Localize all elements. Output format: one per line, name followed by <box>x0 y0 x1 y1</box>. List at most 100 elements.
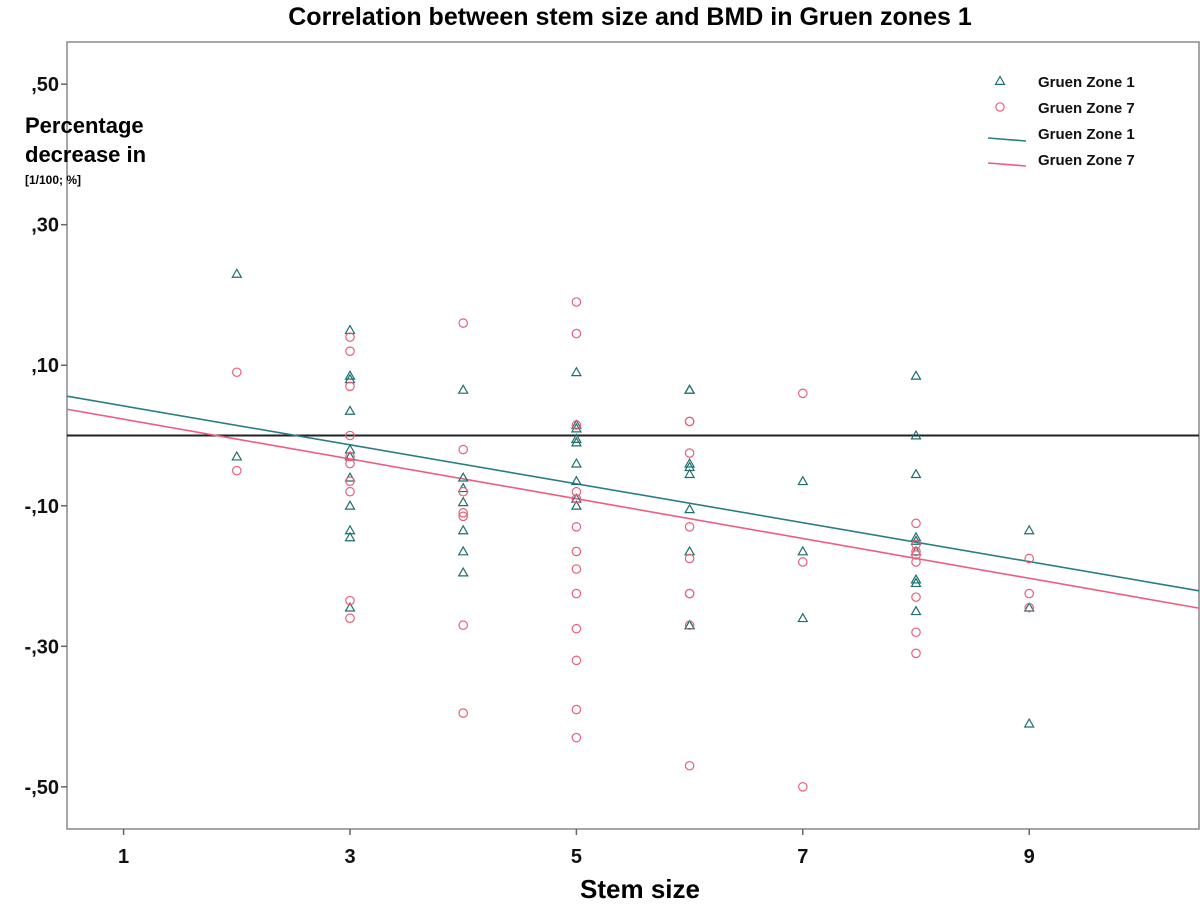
chart-title: Correlation between stem size and BMD in… <box>288 3 972 31</box>
zone-7-point <box>911 539 921 550</box>
zone-1-point <box>344 500 356 510</box>
x-axis-label: Stem size <box>580 874 700 904</box>
x-tick-label: 1 <box>118 846 129 868</box>
zone-7-point <box>571 328 582 339</box>
zone-7-point <box>684 588 695 599</box>
zone-7-point <box>684 522 695 532</box>
y-tick-label: ,10 <box>31 355 59 377</box>
zone-1-point <box>797 612 809 623</box>
zone-7-point <box>1024 553 1034 564</box>
zone-7-point <box>797 782 808 792</box>
y-tick-label: -,10 <box>25 496 59 518</box>
zone-1-point <box>684 619 696 630</box>
zone-1-point <box>797 475 809 486</box>
zone-7-point <box>911 627 921 638</box>
x-tick-label: 3 <box>344 846 355 868</box>
y-tick-label: -,50 <box>25 777 59 799</box>
zone-7-point <box>571 623 582 634</box>
zone-7-point <box>345 381 355 392</box>
zone-7-point <box>571 732 582 743</box>
zone-7-point <box>458 318 468 328</box>
regression-lines <box>66 395 1200 609</box>
zone-1-point <box>910 573 922 584</box>
zone-7-point <box>458 620 468 631</box>
zone-1-point <box>910 577 922 588</box>
fit-line-zone-1 <box>66 395 1200 592</box>
data-points <box>231 268 1035 792</box>
zone-7-point <box>797 557 808 567</box>
y-axis-unit: [1/100; %] <box>25 173 81 187</box>
zone-7-point <box>458 511 468 522</box>
legend-line-symbol <box>987 137 1027 142</box>
zone-1-point <box>684 457 696 468</box>
fit-line-zone-7 <box>66 408 1200 609</box>
zone-7-point <box>911 557 921 567</box>
zone-7-point <box>911 546 921 557</box>
zone-1-point <box>457 545 469 556</box>
zone-1-point <box>684 384 696 394</box>
zone-7-point <box>458 507 468 518</box>
y-tick-label: -,30 <box>25 636 59 658</box>
zone-7-point <box>571 564 582 574</box>
zone-7-point <box>684 416 695 427</box>
zone-7-point <box>1024 602 1034 613</box>
zone-1-point <box>570 433 582 443</box>
zone-7-point <box>571 493 582 504</box>
legend-label: Gruen Zone 7 <box>1038 152 1135 169</box>
zone-7-point <box>345 346 355 356</box>
zone-7-point <box>571 420 582 430</box>
legend-label: Gruen Zone 7 <box>1038 100 1135 117</box>
x-axis: 1 3 5 7 9 <box>118 829 1035 868</box>
zone-7-point <box>458 708 468 718</box>
zone-1-point <box>570 457 582 468</box>
zone-1-point <box>344 370 356 380</box>
zone-1-point <box>1023 524 1035 535</box>
zone-1-point <box>910 429 922 440</box>
zone-7-point <box>571 588 582 599</box>
zone-1-point <box>231 268 243 278</box>
zone-1-point <box>231 450 243 461</box>
zone-1-point <box>910 370 922 380</box>
zone-1-point <box>797 545 809 556</box>
zone-7-point <box>458 444 468 455</box>
zone-7-point <box>571 297 582 307</box>
zone-7-point <box>345 458 355 469</box>
y-axis-label: Percentage decrease in [1/100; %] <box>25 113 146 187</box>
legend-circle-symbol <box>995 102 1005 112</box>
zone-7-point <box>911 648 921 659</box>
zone-1-point <box>344 531 356 542</box>
y-axis-label-line-1: Percentage <box>25 113 144 138</box>
zone-1-point <box>344 324 356 335</box>
zone-7-point <box>911 550 921 560</box>
zone-7-point <box>911 518 921 529</box>
zone-1-point <box>570 436 582 447</box>
y-axis: ,50 ,30 ,10 -,10 -,30 -,50 <box>25 74 67 799</box>
zone-7-point <box>345 486 355 497</box>
zone-7-point <box>345 451 355 462</box>
zone-1-point <box>570 422 582 433</box>
zone-7-point <box>571 655 582 666</box>
zone-7-point <box>684 620 695 631</box>
zone-7-point <box>684 553 695 564</box>
zone-7-point <box>232 465 242 476</box>
zone-7-point <box>345 595 355 606</box>
zone-7-point <box>684 448 695 458</box>
legend-label: Gruen Zone 1 <box>1038 126 1135 143</box>
y-axis-label-line-2: decrease in <box>25 142 146 167</box>
zone-7-point <box>571 522 582 532</box>
zone-1-point <box>1023 717 1035 728</box>
zone-7-point <box>571 546 582 557</box>
zone-1-point <box>457 384 469 394</box>
zone-1-point <box>570 475 582 486</box>
zone-7-point <box>458 486 468 497</box>
zone-1-point <box>684 503 696 514</box>
zone-7-point <box>345 430 355 441</box>
x-tick-label: 9 <box>1024 846 1035 868</box>
zone-7-point <box>345 476 355 486</box>
zone-1-point <box>684 545 696 556</box>
zone-1-point <box>910 605 922 616</box>
zone-7-point <box>1024 588 1034 599</box>
zone-1-point <box>1023 601 1035 612</box>
zone-1-point <box>344 601 356 612</box>
